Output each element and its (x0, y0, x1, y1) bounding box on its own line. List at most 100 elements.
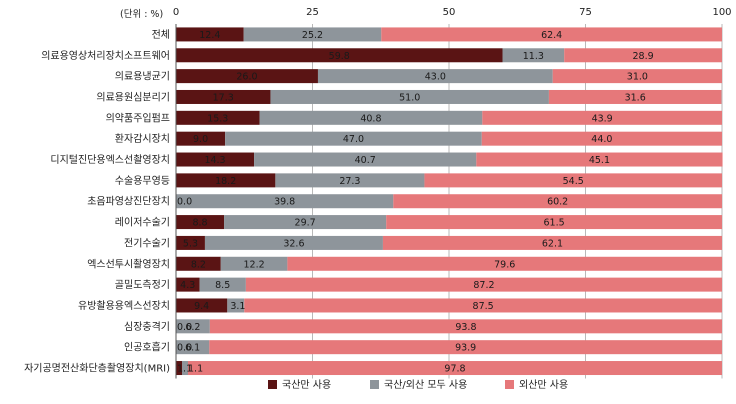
x-tick-label: 75 (579, 7, 592, 18)
value-label-s1: 3.1 (230, 301, 245, 312)
value-label-s0: 0.0 (177, 343, 192, 354)
value-label-s1: 11.3 (523, 51, 544, 62)
axes: (단위 : %) 0 25 50 75 100 전체의료용영상처리장치소프트웨어의료용냉균… (24, 7, 732, 379)
value-label-s1: 32.6 (283, 238, 304, 249)
value-label-s0: 59.8 (329, 51, 350, 62)
bar-segment-s1 (176, 340, 210, 355)
category-label: 전기수술기 (124, 237, 170, 249)
bar-segment-s2 (382, 235, 722, 250)
bar-segment-s0 (176, 69, 318, 84)
bar-segment-s2 (188, 361, 723, 376)
value-label-s2: 97.8 (444, 364, 465, 375)
category-label: 전체 (152, 29, 170, 41)
x-tick-label: 50 (443, 7, 456, 18)
bar-segment-s0 (176, 235, 205, 250)
value-label-s0: 1.1 (177, 364, 192, 375)
bar-segment-s2 (287, 256, 722, 271)
legend-swatch (505, 380, 514, 389)
value-label-s2: 31.0 (627, 72, 648, 83)
value-label-s0: 26.0 (236, 72, 257, 83)
value-label-s0: 14.3 (204, 155, 225, 166)
bar-segment-s0 (176, 89, 271, 104)
value-label-s0: 9.4 (194, 301, 209, 312)
x-tick-label: 0 (173, 7, 179, 18)
bar-segment-s0 (176, 152, 255, 167)
bar-segment-s2 (393, 194, 722, 209)
bar-segment-s1 (254, 152, 477, 167)
value-label-s0: 17.3 (213, 92, 234, 103)
category-label: 인공호흡기 (124, 341, 170, 354)
value-label-s2: 45.1 (589, 155, 610, 166)
value-label-s1: 6.2 (185, 322, 200, 333)
category-label: 의료용냉균기 (115, 71, 170, 83)
bar-segment-s1 (502, 48, 565, 63)
legend-swatch (370, 380, 379, 389)
category-label: 의약품주입펌프 (106, 111, 170, 124)
value-label-s0: 0.0 (177, 197, 192, 208)
bar-segment-s2 (481, 131, 722, 146)
bar-segment-s2 (476, 152, 723, 167)
category-label: 의료용원심분리기 (96, 91, 170, 103)
value-label-s0: 8.8 (192, 218, 207, 229)
value-label-s2: 61.5 (544, 218, 565, 229)
value-label-s1: 39.8 (274, 197, 295, 208)
bar-segment-s1 (270, 89, 549, 104)
bar-segment-s1 (199, 277, 246, 292)
value-label-s0: 0.0 (177, 322, 192, 333)
bar-segment-s0 (176, 48, 503, 63)
bar-segment-s0 (176, 173, 276, 188)
bar-segment-s2 (482, 110, 722, 125)
category-label: 자기공명전산화단층촬영장치(MRI) (24, 363, 170, 375)
category-label: 초음파영상진단장치 (87, 196, 170, 208)
bar-segment-s1 (227, 298, 245, 313)
value-labels: 12.4 25.2 62.4 59.8 11.3 28.9 26.0 43.0 31.0 17.3… (177, 30, 654, 375)
bar-segment-s1 (243, 27, 382, 42)
bar-segment-s1 (317, 69, 553, 84)
value-label-s0: 15.3 (207, 113, 228, 124)
category-label: 레이저수술기 (115, 217, 170, 229)
legend-label: 외산만 사용 (519, 379, 568, 391)
value-label-s2: 28.9 (633, 51, 654, 62)
bar-segment-s1 (225, 131, 482, 146)
bar-segment-s0 (176, 256, 221, 271)
bar-segment-s0 (176, 110, 260, 125)
bar-segment-s2 (424, 173, 722, 188)
value-label-s0: 9.0 (193, 134, 208, 145)
value-label-s2: 87.2 (473, 280, 494, 291)
bar-segment-s1 (224, 215, 387, 230)
value-label-s2: 31.6 (625, 92, 646, 103)
bar-segment-s1 (176, 194, 394, 209)
bar-segment-s0 (176, 215, 225, 230)
value-label-s1: 27.3 (339, 176, 360, 187)
category-label: 심장충격기 (124, 320, 170, 333)
bar-segment-s2 (552, 69, 722, 84)
unit-label: (단위 : %) (120, 8, 163, 20)
legend-label: 국산/외산 모두 사용 (384, 379, 467, 391)
bar-segment-s0 (176, 361, 183, 376)
bar-segment-s0 (176, 277, 200, 292)
x-tick-label: 100 (712, 7, 731, 18)
value-label-s2: 93.8 (455, 322, 476, 333)
value-label-s1: 8.5 (215, 280, 230, 291)
value-label-s0: 5.3 (183, 238, 198, 249)
bar-segment-s2 (564, 48, 722, 63)
value-label-s2: 60.2 (547, 197, 568, 208)
bars (176, 27, 723, 376)
value-label-s2: 79.6 (494, 259, 515, 270)
value-label-s2: 43.9 (592, 113, 613, 124)
category-label: 디지털진단용엑스선촬영장치 (50, 154, 170, 166)
bar-segment-s2 (548, 89, 722, 104)
bar-segment-s2 (244, 298, 722, 313)
x-tick-label: 25 (306, 7, 319, 18)
bar-segment-s2 (381, 27, 722, 42)
bar-segment-s1 (259, 110, 483, 125)
value-label-s0: 12.4 (199, 30, 220, 41)
value-label-s1: 43.0 (425, 72, 446, 83)
value-label-s2: 87.5 (473, 301, 494, 312)
bar-segment-s1 (176, 319, 210, 334)
value-label-s2: 54.5 (563, 176, 584, 187)
value-label-s1: 1.1 (188, 364, 203, 375)
bar-segment-s1 (204, 235, 383, 250)
category-label: 의료용영상처리장치소프트웨어 (41, 50, 170, 62)
